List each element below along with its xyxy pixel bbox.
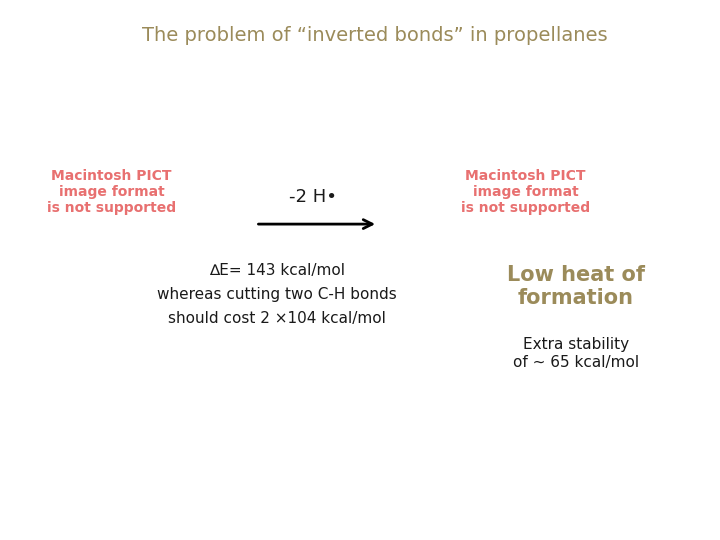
Text: whereas cutting two C-H bonds: whereas cutting two C-H bonds [158,287,397,302]
Text: -2 H•: -2 H• [289,188,337,206]
Text: Macintosh PICT
image format
is not supported: Macintosh PICT image format is not suppo… [461,168,590,215]
Text: ∆E= 143 kcal/mol: ∆E= 143 kcal/mol [210,262,345,278]
Text: Low heat of
formation: Low heat of formation [507,265,645,308]
Text: Macintosh PICT
image format
is not supported: Macintosh PICT image format is not suppo… [47,168,176,215]
Text: should cost 2 ×104 kcal/mol: should cost 2 ×104 kcal/mol [168,311,386,326]
Text: Extra stability
of ~ 65 kcal/mol: Extra stability of ~ 65 kcal/mol [513,338,639,370]
Text: The problem of “inverted bonds” in propellanes: The problem of “inverted bonds” in prope… [142,25,607,45]
